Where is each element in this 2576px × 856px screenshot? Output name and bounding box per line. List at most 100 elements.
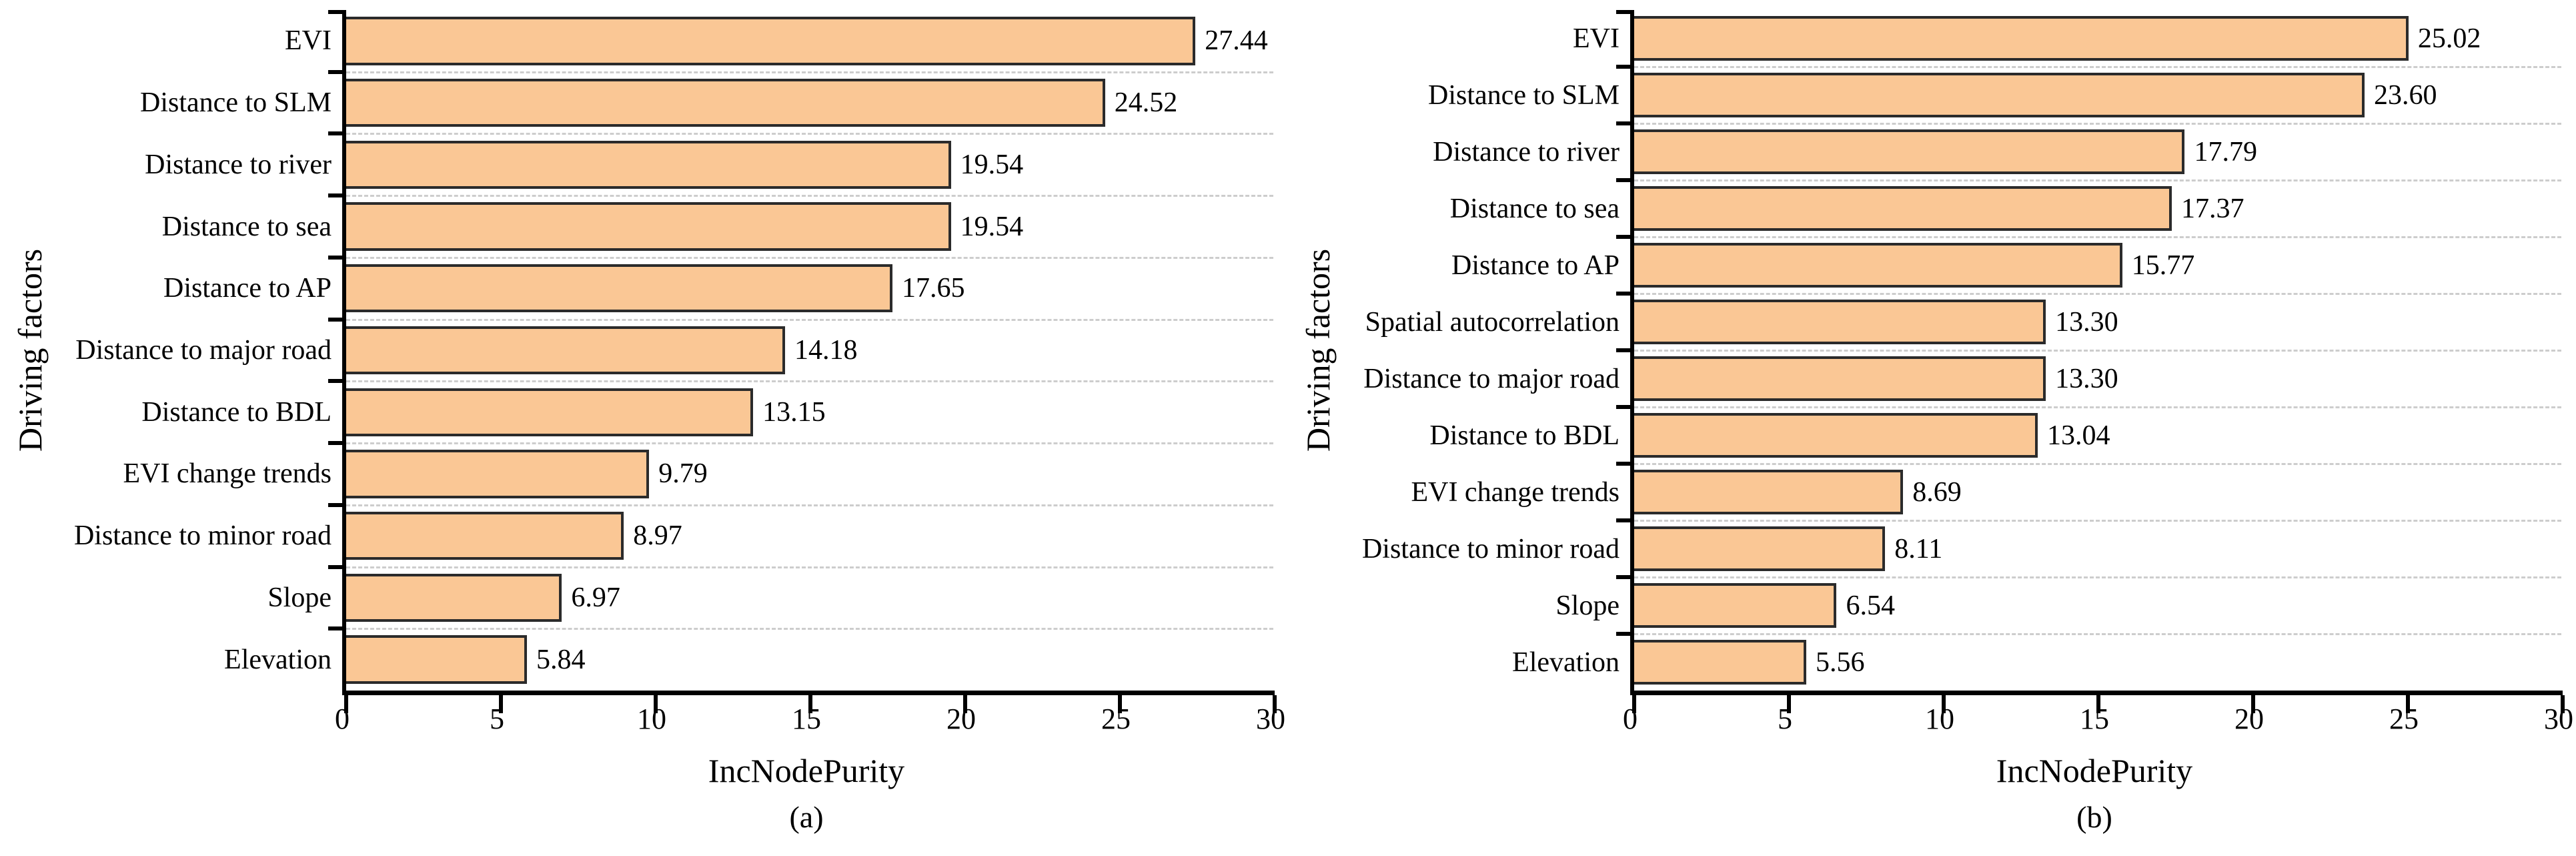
x-tick [808, 695, 812, 713]
category-label: Distance to AP [163, 273, 332, 304]
x-tick-label: 10 [1925, 703, 1954, 735]
plot-area: EVI 25.02 Distance to SLM 23.60 Distance to … [1362, 10, 2565, 713]
y-tick [1616, 292, 1634, 296]
bar [346, 202, 951, 251]
y-tick [328, 502, 346, 507]
category-label: Elevation [1512, 647, 1620, 678]
bar-row: Distance to minor road 8.11 [1362, 520, 2563, 578]
y-tick [1616, 235, 1634, 239]
bar-row: Distance to sea 17.37 [1450, 180, 2563, 238]
x-tick-labels: 0 5 10 15 20 25 30 [1623, 702, 2573, 741]
y-tick [328, 441, 346, 446]
bar [1634, 73, 2365, 117]
bar-row: Distance to major road 13.30 [1363, 350, 2563, 408]
y-tick [1616, 121, 1634, 125]
bar [346, 326, 785, 375]
x-tick-label: 5 [490, 703, 504, 735]
bar-row: Distance to minor road 8.97 [74, 505, 1275, 568]
category-label: Slope [267, 582, 332, 613]
panel-label: (b) [2076, 800, 2112, 834]
value-label: 5.56 [1815, 647, 1865, 678]
y-tick [328, 626, 346, 631]
bar-row: Elevation 5.56 [1512, 634, 2563, 691]
x-tick-label: 5 [1778, 703, 1792, 735]
value-label: 8.11 [1894, 533, 1943, 564]
category-label: EVI [1573, 23, 1620, 54]
bar [1634, 583, 1837, 628]
x-tick [2096, 695, 2100, 713]
gridline [1634, 350, 2561, 352]
value-label: 13.15 [762, 396, 826, 428]
category-label: Distance to SLM [140, 87, 332, 119]
y-tick [1616, 65, 1634, 69]
category-label: Distance to major road [75, 334, 332, 366]
bar [346, 512, 624, 560]
category-label: EVI change trends [1411, 476, 1620, 508]
value-label: 17.79 [2194, 136, 2257, 167]
bar [1634, 470, 1904, 514]
bar [346, 264, 892, 313]
category-label: Distance to sea [1449, 193, 1620, 224]
bar-row: Slope 6.97 [267, 567, 1275, 630]
bar-row: EVI 25.02 [1573, 10, 2563, 68]
bar-row: Slope 6.54 [1555, 577, 2563, 635]
bar-row: EVI 27.44 [285, 10, 1275, 73]
x-tick-label: 30 [1256, 703, 1285, 735]
value-label: 15.77 [2131, 250, 2195, 281]
y-tick [328, 193, 346, 198]
bar [1634, 526, 1886, 571]
value-label: 19.54 [960, 149, 1024, 180]
gridline [346, 380, 1273, 383]
x-tick [344, 695, 348, 713]
gridline [346, 628, 1273, 630]
category-label: Distance to BDL [141, 396, 332, 428]
gridline [346, 71, 1273, 73]
category-label: Distance to river [1433, 136, 1620, 167]
gridline [1634, 520, 2561, 522]
bar-row: Distance to BDL 13.04 [1429, 407, 2563, 465]
y-tick [1616, 575, 1634, 579]
x-tick [2251, 695, 2255, 713]
x-tick-label: 20 [2234, 703, 2264, 735]
y-tick [1616, 518, 1634, 522]
y-tick [1616, 348, 1634, 352]
bar [1634, 356, 2046, 401]
value-label: 24.52 [1114, 87, 1178, 119]
y-tick [328, 317, 346, 322]
gridline [346, 442, 1273, 445]
gridline [1634, 406, 2561, 408]
value-label: 8.69 [1912, 476, 1962, 508]
category-label: Distance to major road [1363, 363, 1620, 394]
bar-row: EVI change trends 8.69 [1411, 464, 2563, 522]
panel-a: Driving factors EVI 27.44 Distance to SLM 2… [11, 10, 1285, 834]
x-tick [1632, 695, 1636, 713]
gridline [1634, 633, 2561, 635]
gridline [346, 318, 1273, 321]
bar [346, 450, 650, 498]
y-axis-title: Driving factors [11, 248, 49, 452]
bar [1634, 16, 2409, 61]
gridline [346, 504, 1273, 506]
y-tick [1616, 10, 1634, 14]
category-label: EVI [285, 25, 332, 57]
y-tick [1616, 178, 1634, 182]
value-label: 14.18 [794, 334, 858, 366]
value-label: 6.54 [1846, 590, 1895, 621]
x-tick [654, 695, 658, 713]
y-tick [328, 69, 346, 74]
gridline [1634, 123, 2561, 125]
value-label: 17.37 [2180, 193, 2244, 224]
x-tick-label: 15 [2080, 703, 2109, 735]
category-label: Elevation [224, 644, 332, 675]
gridline [1634, 463, 2561, 465]
y-axis-title: Driving factors [1299, 248, 1337, 452]
value-label: 23.60 [2374, 79, 2437, 111]
y-tick [1616, 405, 1634, 409]
category-label: Distance to SLM [1428, 79, 1620, 111]
gridline [1634, 293, 2561, 295]
bar-row: Distance to AP 17.65 [163, 258, 1275, 321]
y-tick [328, 10, 346, 14]
bar [1634, 186, 2172, 231]
value-label: 6.97 [571, 582, 620, 613]
